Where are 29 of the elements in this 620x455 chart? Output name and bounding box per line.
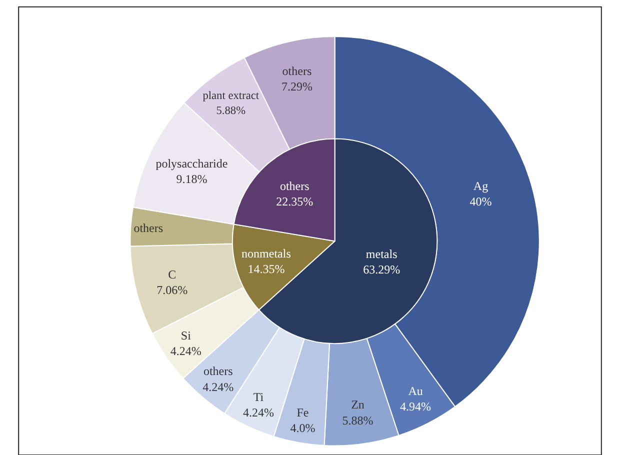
slice-label: nonmetals [242, 246, 292, 260]
data-label: 9.18% [176, 172, 208, 186]
data-label: 14.35% [248, 262, 285, 276]
data-label: 63.29% [363, 262, 400, 277]
data-label: 7.06% [156, 282, 188, 297]
slice-label: plant extract [202, 90, 260, 102]
slice-label: Ag [473, 178, 488, 193]
slice-label: others [280, 178, 310, 193]
data-label: 7.29% [281, 80, 312, 94]
data-label: 4.24% [170, 344, 202, 358]
data-label: 5.88% [342, 413, 374, 428]
data-label: 40% [470, 194, 492, 209]
slice-label: others [203, 364, 234, 378]
slice-label: Ti [253, 390, 264, 404]
data-label: 22.35% [276, 194, 314, 208]
slice-label: Si [180, 328, 192, 343]
data-label: 4.94% [400, 400, 432, 414]
slice-label: Au [408, 384, 423, 398]
slice-label: others [282, 64, 312, 78]
slice-label: Fe [296, 405, 309, 420]
slice-label: Zn [351, 398, 364, 412]
slice-label: polysaccharide [156, 156, 228, 170]
data-label: 4.24% [202, 380, 234, 394]
slice-label: C [168, 267, 176, 282]
data-label: 4.24% [243, 406, 274, 420]
data-label: 4.0% [290, 420, 316, 435]
data-label: 5.88% [216, 104, 246, 117]
slice-label: metals [366, 247, 398, 262]
slice-label: others [134, 220, 164, 235]
